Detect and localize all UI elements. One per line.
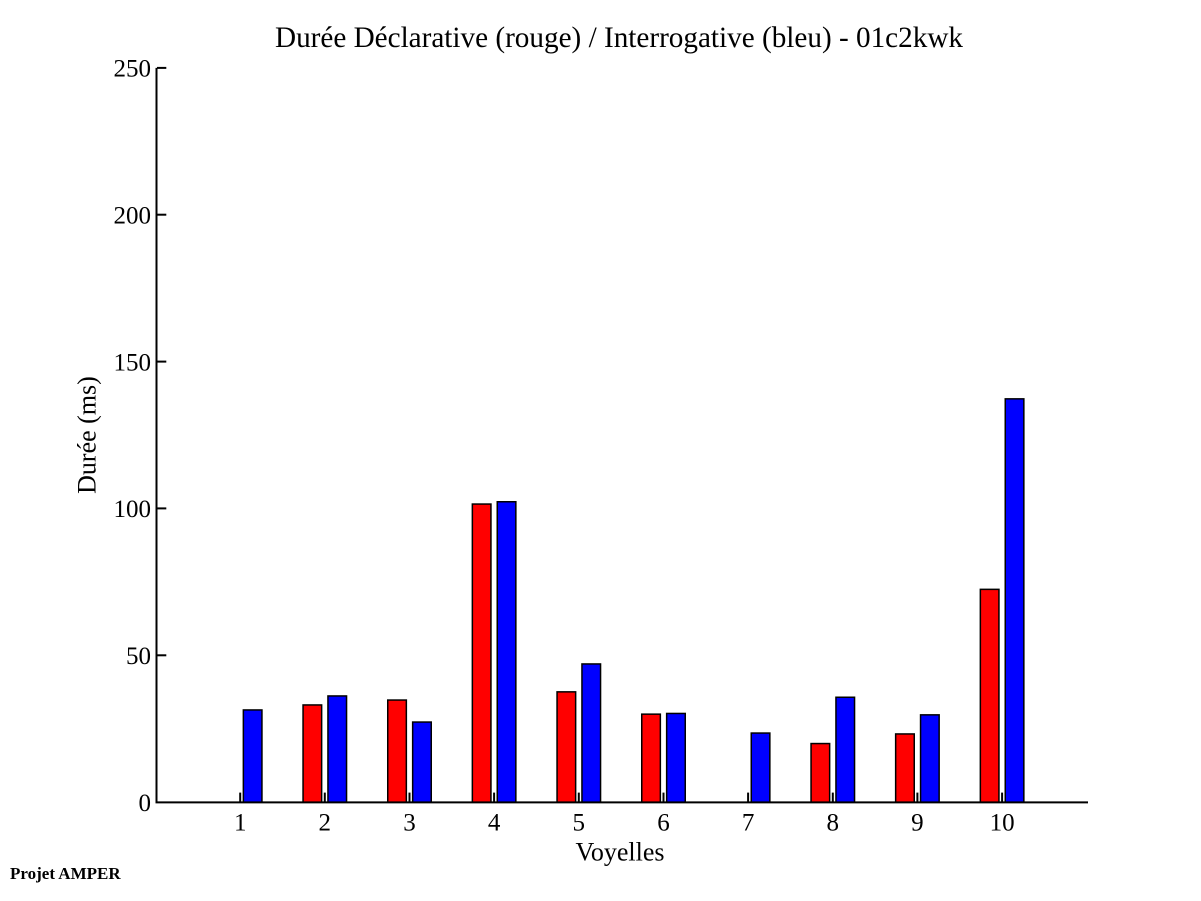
svg-text:4: 4 bbox=[488, 810, 501, 837]
svg-text:7: 7 bbox=[742, 810, 755, 837]
svg-text:Projet AMPER: Projet AMPER bbox=[10, 864, 121, 883]
svg-text:50: 50 bbox=[126, 643, 151, 670]
svg-text:0: 0 bbox=[139, 790, 152, 817]
svg-text:200: 200 bbox=[114, 202, 152, 229]
svg-text:5: 5 bbox=[573, 810, 586, 837]
svg-text:150: 150 bbox=[114, 349, 152, 376]
svg-text:3: 3 bbox=[403, 810, 416, 837]
svg-text:10: 10 bbox=[990, 810, 1015, 837]
svg-text:Voyelles: Voyelles bbox=[575, 838, 664, 867]
svg-text:250: 250 bbox=[114, 56, 152, 83]
svg-text:100: 100 bbox=[114, 496, 152, 523]
svg-text:8: 8 bbox=[827, 810, 840, 837]
svg-text:6: 6 bbox=[657, 810, 670, 837]
svg-text:Durée Déclarative (rouge) / In: Durée Déclarative (rouge) / Interrogativ… bbox=[275, 22, 963, 54]
svg-text:Durée (ms): Durée (ms) bbox=[73, 376, 102, 494]
svg-text:9: 9 bbox=[911, 810, 924, 837]
svg-text:1: 1 bbox=[234, 810, 247, 837]
svg-text:2: 2 bbox=[319, 810, 332, 837]
